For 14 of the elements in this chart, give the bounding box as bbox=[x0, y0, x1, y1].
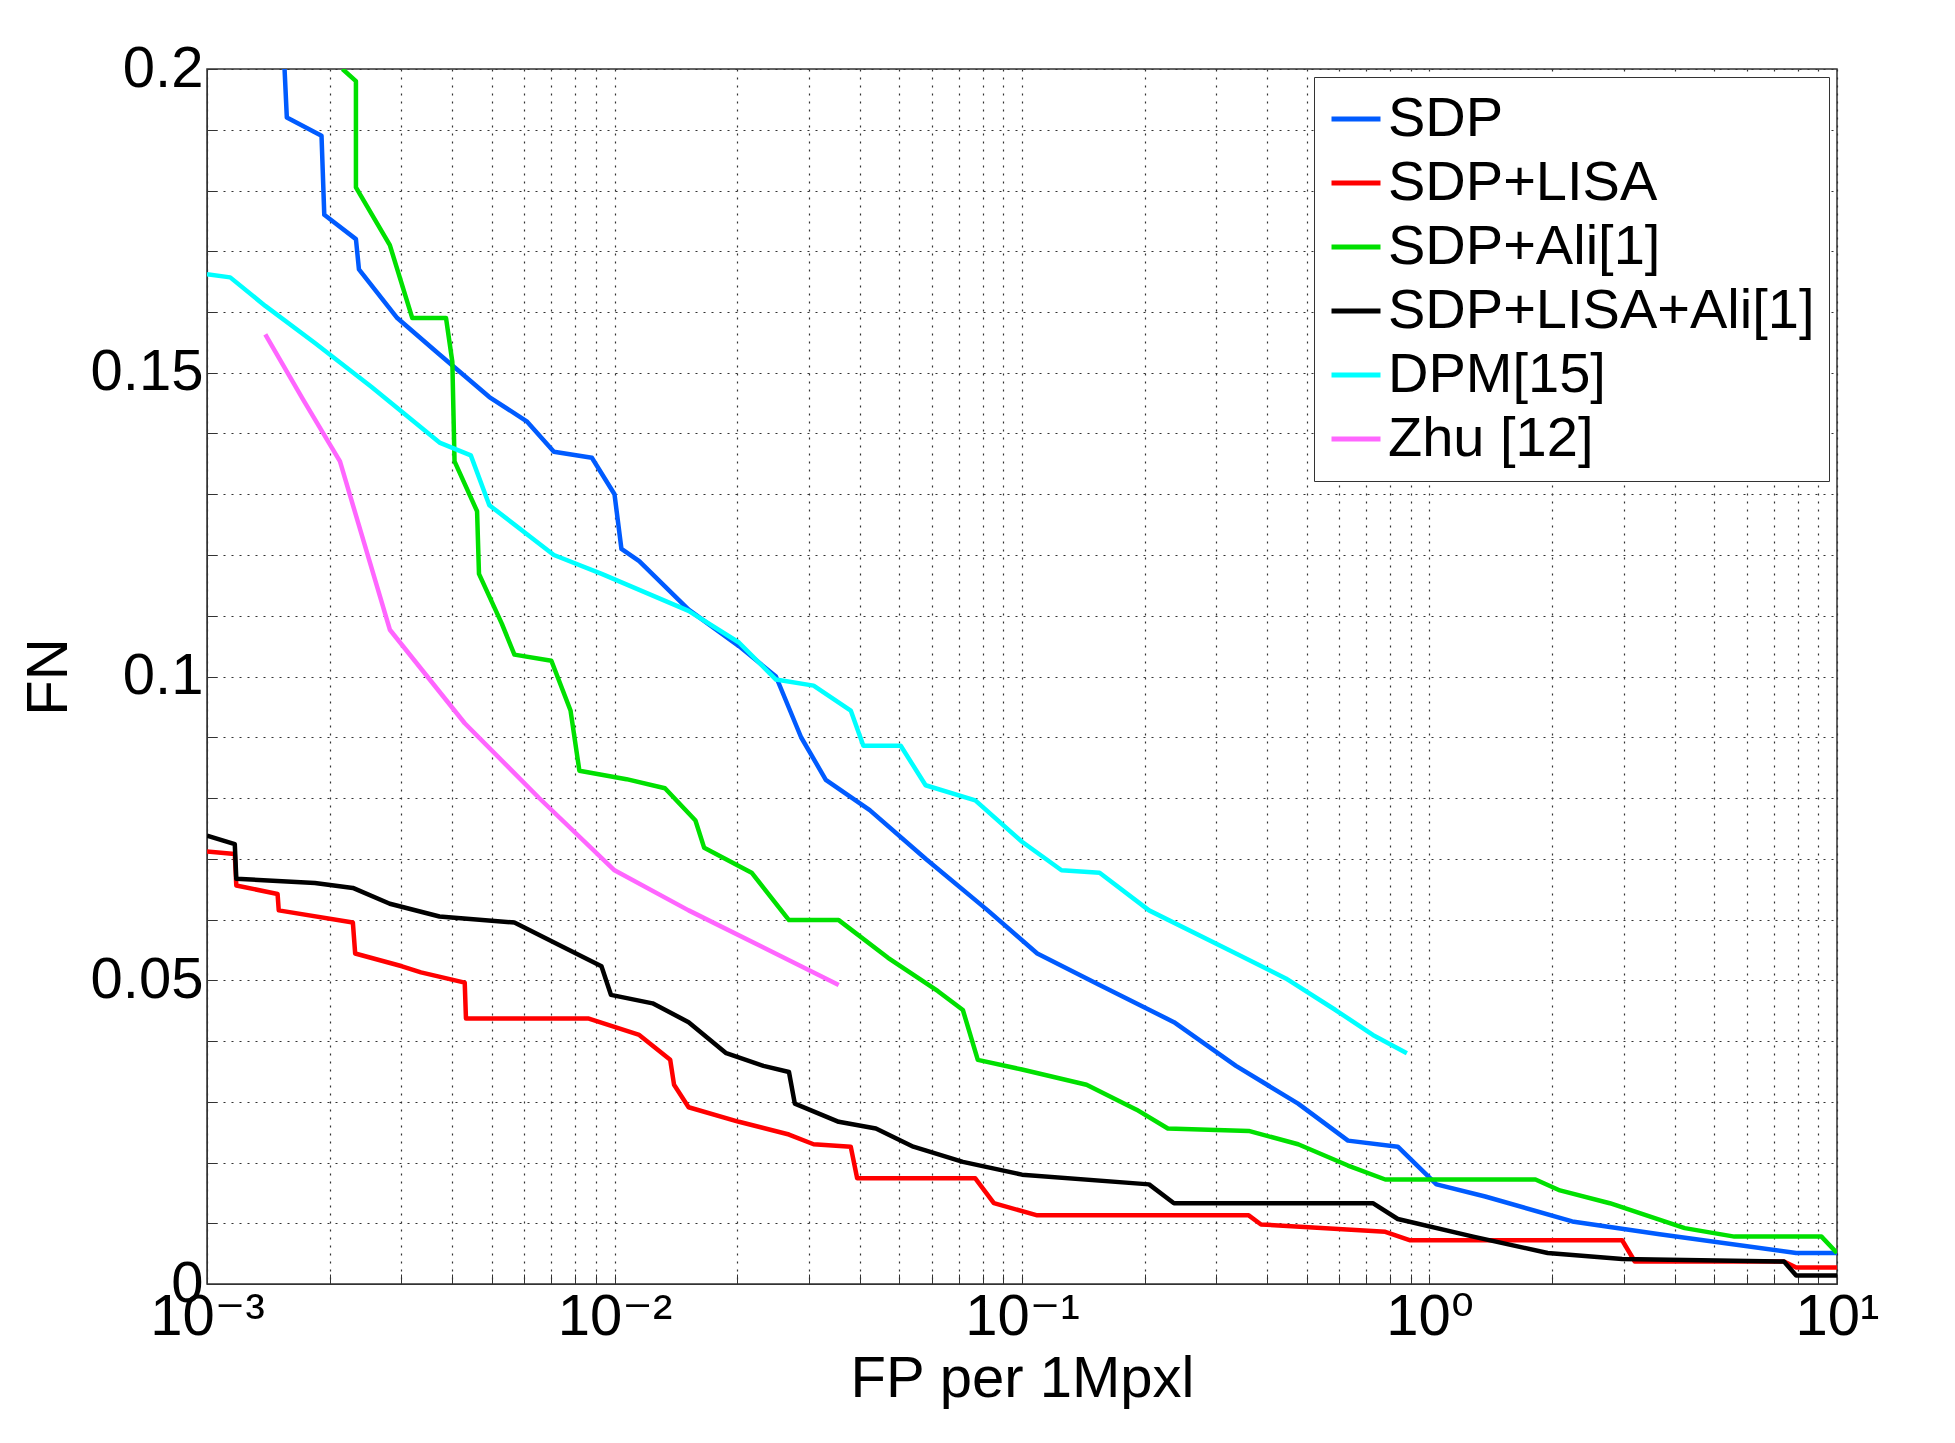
legend-label: SDP+LISA+Ali[1] bbox=[1388, 277, 1815, 340]
x-tick-label: 10¹ bbox=[1795, 1281, 1880, 1347]
legend-label: SDP+LISA bbox=[1388, 149, 1658, 212]
y-tick-label: 0.1 bbox=[122, 641, 204, 706]
y-tick-label: 0.15 bbox=[90, 337, 204, 403]
legend-label: Zhu [12] bbox=[1388, 405, 1594, 468]
x-tick-label: 10⁻² bbox=[557, 1281, 673, 1347]
x-tick-label: 10⁰ bbox=[1386, 1281, 1474, 1347]
legend-label: DPM[15] bbox=[1388, 341, 1606, 404]
y-tick-label: 0.05 bbox=[90, 944, 204, 1010]
legend-label: SDP bbox=[1388, 85, 1504, 148]
y-axis-title: FN bbox=[13, 638, 79, 716]
legend-label: SDP+Ali[1] bbox=[1388, 213, 1661, 276]
y-tick-label: 0.2 bbox=[122, 33, 204, 99]
